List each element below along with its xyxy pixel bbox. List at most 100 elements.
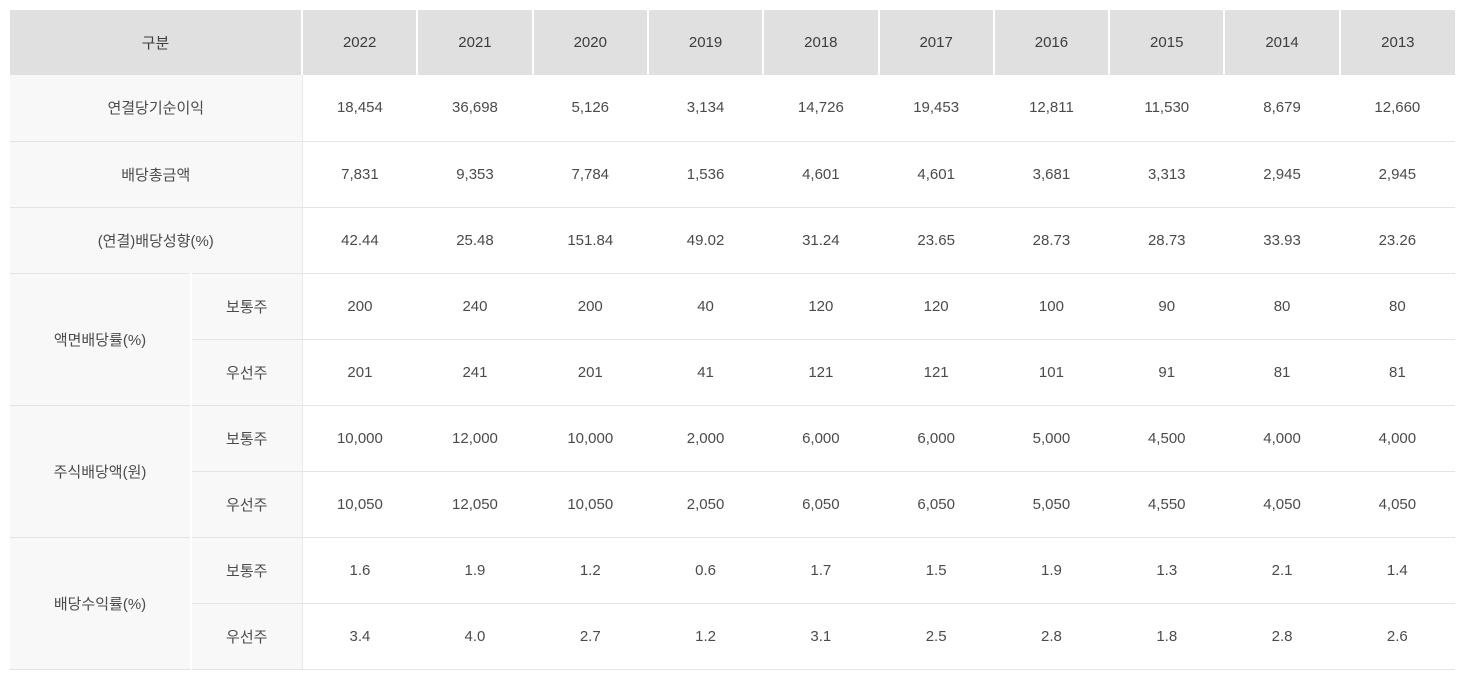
value-cell: 14,726 bbox=[763, 75, 879, 142]
value-cell: 81 bbox=[1224, 339, 1340, 406]
row-label: 연결당기순이익 bbox=[10, 75, 303, 142]
sub-label-preferred-stock: 우선주 bbox=[189, 603, 303, 670]
value-cell: 2,000 bbox=[647, 405, 764, 472]
value-cell: 10,050 bbox=[301, 471, 418, 538]
sub-label-common-stock: 보통주 bbox=[189, 405, 303, 472]
header-row: 구분 2022 2021 2020 2019 2018 2017 2016 20… bbox=[10, 10, 1455, 75]
value-cell: 23.26 bbox=[1339, 207, 1455, 274]
value-cell: 19,453 bbox=[878, 75, 994, 142]
sub-label-preferred-stock: 우선주 bbox=[189, 339, 303, 406]
value-cell: 1.2 bbox=[532, 537, 648, 604]
value-cell: 5,126 bbox=[532, 75, 648, 142]
value-cell: 2,050 bbox=[647, 471, 764, 538]
value-cell: 2.7 bbox=[532, 603, 648, 670]
value-cell: 4.0 bbox=[417, 603, 533, 670]
value-cell: 120 bbox=[763, 273, 879, 340]
group-label-dividend-yield: 배당수익률(%) bbox=[10, 537, 191, 670]
value-cell: 11,530 bbox=[1109, 75, 1225, 142]
row-label: (연결)배당성향(%) bbox=[10, 207, 303, 274]
header-cell-year-2020: 2020 bbox=[531, 10, 648, 75]
value-cell: 2.5 bbox=[878, 603, 994, 670]
value-cell: 4,000 bbox=[1339, 405, 1455, 472]
value-cell: 4,050 bbox=[1224, 471, 1340, 538]
value-cell: 8,679 bbox=[1224, 75, 1340, 142]
value-cell: 5,000 bbox=[993, 405, 1110, 472]
value-cell: 31.24 bbox=[763, 207, 879, 274]
header-cell-year-2017: 2017 bbox=[877, 10, 994, 75]
table-row-net-income: 연결당기순이익 18,454 36,698 5,126 3,134 14,726… bbox=[10, 75, 1455, 142]
value-cell: 28.73 bbox=[1109, 207, 1225, 274]
value-cell: 91 bbox=[1109, 339, 1225, 406]
value-cell: 4,000 bbox=[1224, 405, 1340, 472]
table-row-yield-preferred: 우선주 3.4 4.0 2.7 1.2 3.1 2.5 2.8 1.8 2.8 … bbox=[10, 603, 1455, 670]
value-cell: 6,000 bbox=[763, 405, 879, 472]
value-cell: 1,536 bbox=[647, 141, 764, 208]
value-cell: 41 bbox=[647, 339, 764, 406]
value-cell: 2.8 bbox=[1224, 603, 1340, 670]
value-cell: 1.7 bbox=[763, 537, 879, 604]
value-cell: 240 bbox=[417, 273, 533, 340]
value-cell: 4,601 bbox=[763, 141, 879, 208]
header-cell-year-2013: 2013 bbox=[1338, 10, 1455, 75]
header-cell-year-2018: 2018 bbox=[762, 10, 879, 75]
value-cell: 4,550 bbox=[1109, 471, 1225, 538]
value-cell: 4,050 bbox=[1339, 471, 1455, 538]
value-cell: 1.4 bbox=[1339, 537, 1455, 604]
value-cell: 2.8 bbox=[993, 603, 1110, 670]
value-cell: 28.73 bbox=[993, 207, 1110, 274]
value-cell: 2.6 bbox=[1339, 603, 1455, 670]
value-cell: 4,500 bbox=[1109, 405, 1225, 472]
dividend-history-table: 구분 2022 2021 2020 2019 2018 2017 2016 20… bbox=[10, 10, 1455, 670]
table-row-payout-ratio: (연결)배당성향(%) 42.44 25.48 151.84 49.02 31.… bbox=[10, 207, 1455, 274]
value-cell: 0.6 bbox=[647, 537, 764, 604]
value-cell: 4,601 bbox=[878, 141, 994, 208]
value-cell: 49.02 bbox=[647, 207, 764, 274]
sub-label-preferred-stock: 우선주 bbox=[189, 471, 303, 538]
value-cell: 3,681 bbox=[993, 141, 1110, 208]
value-cell: 80 bbox=[1339, 273, 1455, 340]
group-label-dividend-per-share: 주식배당액(원) bbox=[10, 405, 191, 538]
value-cell: 201 bbox=[532, 339, 648, 406]
value-cell: 2.1 bbox=[1224, 537, 1340, 604]
table-row-total-dividend: 배당총금액 7,831 9,353 7,784 1,536 4,601 4,60… bbox=[10, 141, 1455, 208]
table-row-par-rate-common: 액면배당률(%) 보통주 200 240 200 40 120 120 100 … bbox=[10, 273, 1455, 406]
header-cell-year-2014: 2014 bbox=[1223, 10, 1340, 75]
value-cell: 6,050 bbox=[878, 471, 994, 538]
value-cell: 2,945 bbox=[1224, 141, 1340, 208]
value-cell: 12,050 bbox=[417, 471, 533, 538]
value-cell: 23.65 bbox=[878, 207, 994, 274]
value-cell: 80 bbox=[1224, 273, 1340, 340]
value-cell: 7,784 bbox=[532, 141, 648, 208]
value-cell: 1.9 bbox=[993, 537, 1110, 604]
row-label: 배당총금액 bbox=[10, 141, 303, 208]
value-cell: 7,831 bbox=[301, 141, 418, 208]
value-cell: 9,353 bbox=[417, 141, 533, 208]
value-cell: 90 bbox=[1109, 273, 1225, 340]
group-label-par-dividend-rate: 액면배당률(%) bbox=[10, 273, 191, 406]
value-cell: 120 bbox=[878, 273, 994, 340]
value-cell: 1.8 bbox=[1109, 603, 1225, 670]
value-cell: 121 bbox=[878, 339, 994, 406]
value-cell: 25.48 bbox=[417, 207, 533, 274]
value-cell: 6,000 bbox=[878, 405, 994, 472]
value-cell: 33.93 bbox=[1224, 207, 1340, 274]
value-cell: 151.84 bbox=[532, 207, 648, 274]
value-cell: 2,945 bbox=[1339, 141, 1455, 208]
value-cell: 10,000 bbox=[301, 405, 418, 472]
table-row-dps-preferred: 우선주 10,050 12,050 10,050 2,050 6,050 6,0… bbox=[10, 471, 1455, 538]
header-cell-year-2022: 2022 bbox=[301, 10, 418, 75]
value-cell: 40 bbox=[647, 273, 764, 340]
value-cell: 12,000 bbox=[417, 405, 533, 472]
value-cell: 1.5 bbox=[878, 537, 994, 604]
value-cell: 3.1 bbox=[763, 603, 879, 670]
value-cell: 1.3 bbox=[1109, 537, 1225, 604]
header-cell-year-2015: 2015 bbox=[1108, 10, 1225, 75]
value-cell: 10,050 bbox=[532, 471, 648, 538]
value-cell: 101 bbox=[993, 339, 1110, 406]
value-cell: 241 bbox=[417, 339, 533, 406]
value-cell: 42.44 bbox=[301, 207, 418, 274]
value-cell: 10,000 bbox=[532, 405, 648, 472]
table-row-dps-common: 주식배당액(원) 보통주 10,000 12,000 10,000 2,000 … bbox=[10, 405, 1455, 538]
table-row-yield-common: 배당수익률(%) 보통주 1.6 1.9 1.2 0.6 1.7 1.5 1.9… bbox=[10, 537, 1455, 670]
value-cell: 1.6 bbox=[301, 537, 418, 604]
